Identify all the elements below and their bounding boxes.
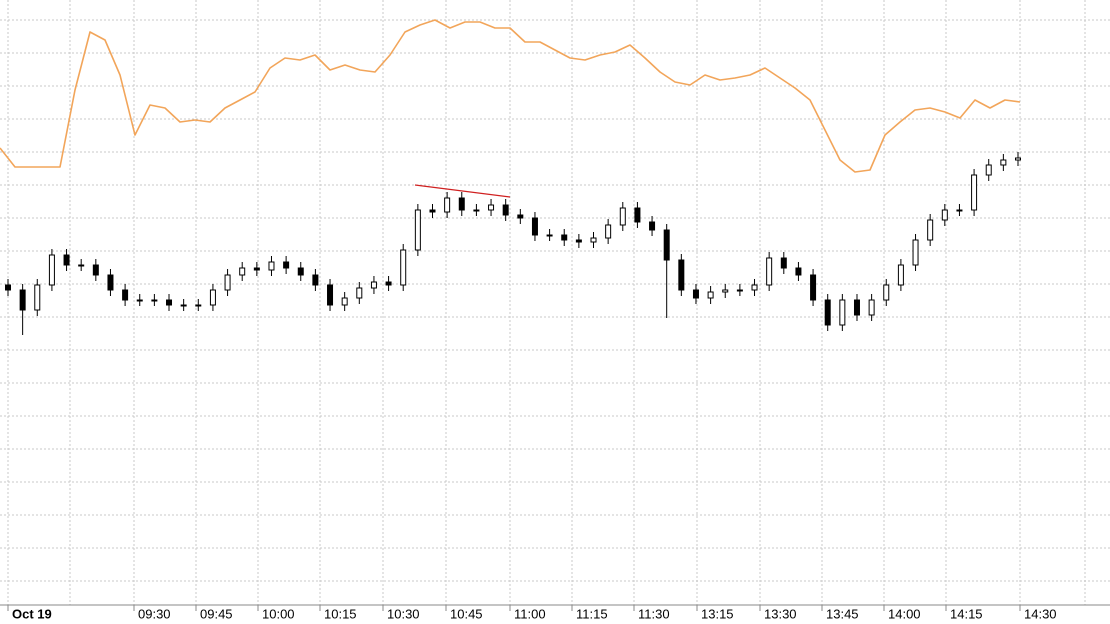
candle-body [780, 257, 787, 269]
candle-body [341, 297, 348, 306]
candle-body [649, 221, 656, 231]
x-tick-label: 10:00 [262, 606, 295, 621]
candle-body [810, 274, 817, 301]
x-tick-label: 14:30 [1024, 606, 1057, 621]
x-tick-label: 11:00 [514, 606, 546, 621]
candle-body [458, 197, 465, 211]
candle-body [634, 207, 641, 223]
candle-body [473, 209, 480, 212]
candle-body [883, 284, 890, 301]
x-tick-label: 11:30 [638, 606, 670, 621]
candle-body [327, 284, 334, 306]
x-tick-label: 10:15 [324, 606, 357, 621]
candle-body [5, 284, 11, 291]
candle-body [356, 287, 363, 299]
candle-body [195, 304, 202, 307]
candle-body [795, 267, 802, 276]
x-tick-label: 14:00 [888, 606, 921, 621]
trend-line [414, 184, 511, 198]
candle-body [429, 209, 436, 213]
candle-body [985, 164, 992, 176]
candle-body [722, 289, 729, 293]
x-tick-label: 09:30 [138, 606, 171, 621]
candle-body [912, 239, 919, 266]
candle-body [34, 284, 41, 311]
candle-body [1000, 159, 1007, 166]
candle-body [48, 254, 55, 286]
candle-body [166, 299, 173, 306]
x-tick-label: Oct 19 [12, 606, 52, 621]
x-tick-label: 13:45 [826, 606, 859, 621]
x-tick-label: 09:45 [200, 606, 233, 621]
candle-body [268, 261, 275, 271]
candle-body [531, 217, 538, 236]
candle-body [283, 261, 290, 269]
candle-body [297, 267, 304, 276]
x-tick-label: 13:15 [701, 606, 734, 621]
candle-body [502, 204, 509, 216]
candle-body [692, 289, 699, 299]
candle-body [92, 264, 99, 276]
candle-body [414, 209, 421, 251]
plot [0, 19, 1021, 335]
candle-body [839, 299, 846, 326]
candle-body [19, 289, 26, 311]
candle-body [385, 281, 392, 286]
x-tick-label: 14:15 [950, 606, 983, 621]
x-tick-label: 13:30 [764, 606, 797, 621]
candle-body [561, 234, 568, 241]
candle-body [517, 214, 524, 219]
candle-body [853, 299, 860, 316]
candle-body [605, 224, 612, 239]
candle-body [488, 204, 495, 211]
candle-body [546, 234, 553, 237]
candle-body [107, 274, 114, 291]
candle-body [312, 274, 319, 286]
candle-body [253, 267, 260, 271]
horizontal-grid [0, 0, 1110, 605]
candle-body [122, 289, 129, 301]
x-tick-label: 10:45 [450, 606, 483, 621]
candle-body [136, 299, 143, 302]
candle-body [444, 197, 451, 213]
candle-body [78, 264, 85, 267]
candle-body [941, 209, 948, 221]
candle-body [736, 289, 743, 292]
candle-body [590, 237, 597, 243]
candle-body [180, 304, 187, 307]
candle-body [956, 209, 963, 212]
candle-body [575, 239, 582, 243]
overlay-line [0, 19, 1021, 173]
candle-body [678, 259, 685, 291]
candle-body [927, 219, 934, 241]
x-tick-label: 10:30 [387, 606, 420, 621]
candle-body [707, 291, 714, 299]
candle-body [766, 257, 773, 286]
candle-body [868, 299, 875, 316]
candle-body [824, 299, 831, 326]
candle-body [400, 249, 407, 286]
candle-body [971, 174, 978, 211]
candle-body [751, 284, 758, 291]
candle-body [1015, 157, 1021, 161]
candle-body [63, 254, 70, 266]
candle-body [209, 289, 216, 306]
candle-body [663, 229, 670, 261]
candle-body [897, 264, 904, 286]
candle-body [239, 267, 246, 276]
candle-body [151, 299, 158, 302]
candle-body [619, 207, 626, 226]
candle-body [224, 274, 231, 291]
x-tick-label: 11:15 [576, 606, 608, 621]
candle-body [370, 281, 377, 289]
